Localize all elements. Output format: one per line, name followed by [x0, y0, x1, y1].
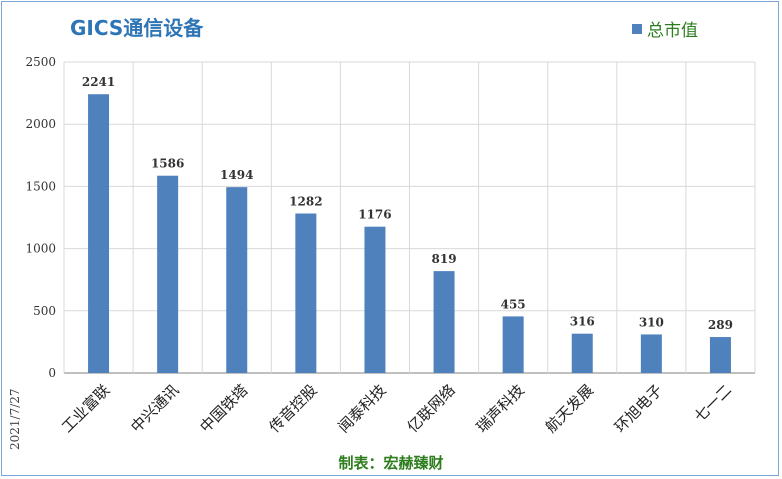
- x-tick-label: 环旭电子: [611, 381, 666, 436]
- legend: 总市值: [632, 16, 698, 41]
- bar-layer: [88, 94, 731, 373]
- bar: [226, 187, 248, 373]
- y-tick-label: 0: [48, 366, 56, 380]
- x-tick-label: 中国铁塔: [196, 381, 251, 436]
- data-label: 1494: [220, 168, 253, 182]
- data-label: 455: [501, 297, 526, 311]
- y-tick-label: 500: [33, 304, 56, 318]
- x-tick-label: 航天发展: [542, 381, 597, 436]
- data-label: 289: [708, 318, 733, 332]
- grid-layer: [63, 61, 756, 374]
- legend-label: 总市值: [647, 21, 698, 41]
- data-label: 310: [639, 315, 664, 329]
- x-tick-label: 瑞声科技: [473, 381, 528, 436]
- bar: [157, 175, 179, 373]
- data-label: 819: [432, 252, 457, 266]
- x-tick-label: 传音控股: [265, 381, 320, 436]
- data-label: 316: [570, 315, 595, 329]
- data-label: 1586: [151, 157, 184, 171]
- bar: [364, 226, 386, 373]
- bar: [640, 334, 662, 373]
- chart-title: GICS通信设备: [70, 16, 204, 40]
- data-label: 1176: [358, 208, 391, 222]
- x-tick-label: 工业富联: [58, 381, 113, 436]
- y-tick-label: 2000: [25, 117, 56, 131]
- bar: [433, 271, 455, 373]
- bar: [502, 316, 524, 373]
- bar: [571, 333, 593, 373]
- y-tick-label: 1000: [25, 242, 56, 256]
- y-tick-label: 1500: [25, 179, 56, 193]
- footer-credit: 制表：宏赫臻财: [338, 454, 444, 472]
- data-label: 2241: [82, 75, 115, 89]
- bar: [709, 337, 731, 373]
- bar: [88, 94, 110, 373]
- data-label: 1282: [289, 195, 322, 209]
- x-tick-label: 七一二: [691, 381, 736, 426]
- x-tick-label: 亿联网络: [404, 381, 459, 436]
- date-label: 2021/7/27: [8, 388, 22, 450]
- bar: [295, 213, 317, 373]
- y-tick-label: 2500: [25, 55, 56, 69]
- x-tick-label: 中兴通讯: [127, 381, 182, 436]
- legend-swatch: [632, 23, 642, 34]
- x-tick-label: 闻泰科技: [335, 381, 390, 436]
